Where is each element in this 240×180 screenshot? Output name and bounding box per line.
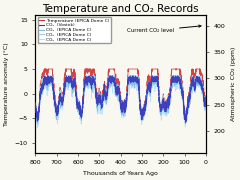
Text: Current CO₂ level: Current CO₂ level [127,25,201,33]
Y-axis label: Temperature anomaly (°C): Temperature anomaly (°C) [4,42,9,126]
Legend: Temperature (EPICA Dome C), CO₂  (Vostok), CO₂  (EPICA Dome C), CO₂  (EPICA Dome: Temperature (EPICA Dome C), CO₂ (Vostok)… [38,17,111,43]
Y-axis label: Atmospheric CO₂ (ppm): Atmospheric CO₂ (ppm) [231,47,236,121]
X-axis label: Thousands of Years Ago: Thousands of Years Ago [83,171,158,176]
Title: Temperature and CO₂ Records: Temperature and CO₂ Records [42,4,199,14]
